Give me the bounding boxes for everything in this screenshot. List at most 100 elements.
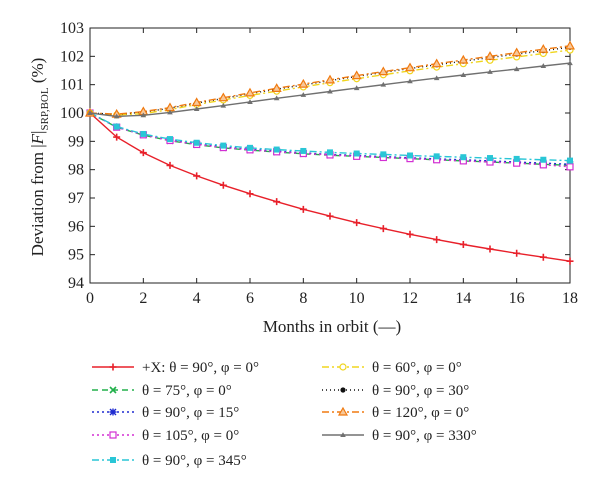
x-axis-title: Months in orbit (—) bbox=[263, 317, 401, 336]
data-point bbox=[433, 75, 440, 81]
data-point bbox=[324, 74, 336, 84]
y-axis-title-bar-right: | bbox=[28, 131, 47, 134]
x-tick-label: 2 bbox=[139, 290, 147, 307]
series-5 bbox=[87, 110, 573, 164]
y-tick-label: 95 bbox=[68, 247, 84, 264]
x-axis: 0 2 4 6 8 10 12 14 16 18 bbox=[86, 28, 578, 307]
y-axis-title-prefix: Deviation from bbox=[28, 148, 47, 257]
data-point bbox=[300, 147, 307, 154]
legend-label: θ = 120°, φ = 0° bbox=[372, 405, 469, 421]
legend-swatch-marker bbox=[339, 363, 347, 371]
legend-swatch-marker bbox=[109, 386, 117, 394]
legend-label: θ = 90°, φ = 30° bbox=[372, 383, 469, 399]
data-point bbox=[459, 240, 467, 248]
data-point bbox=[564, 40, 576, 50]
legend-label: +X: θ = 90°, φ = 0° bbox=[142, 360, 259, 376]
data-point bbox=[538, 44, 549, 53]
data-point bbox=[193, 139, 200, 146]
y-axis-title: Deviation from |F|SRP,BOL (%) bbox=[28, 58, 51, 257]
data-point bbox=[566, 257, 574, 265]
data-point bbox=[486, 245, 494, 253]
data-point bbox=[247, 99, 253, 104]
x-tick-label: 16 bbox=[509, 290, 525, 307]
data-point bbox=[540, 156, 547, 163]
data-point bbox=[166, 161, 174, 169]
data-point bbox=[220, 142, 227, 149]
x-tick-label: 12 bbox=[402, 290, 418, 307]
data-point bbox=[433, 236, 441, 244]
series-2 bbox=[86, 109, 574, 169]
y-axis: 94 95 96 97 98 99 100 101 102 103 bbox=[60, 20, 570, 292]
legend-swatch-marker bbox=[337, 406, 349, 416]
y-axis-title-subscript: SRP,BOL bbox=[39, 87, 51, 130]
data-point bbox=[404, 62, 416, 72]
legend-item: +X: θ = 90°, φ = 0° bbox=[92, 360, 259, 376]
legend-item: θ = 60°, φ = 0° bbox=[322, 360, 462, 376]
data-point bbox=[353, 85, 360, 91]
y-axis-title-suffix: (%) bbox=[28, 58, 47, 88]
data-point bbox=[140, 130, 147, 137]
data-point bbox=[191, 97, 202, 107]
y-tick-label: 103 bbox=[60, 20, 84, 37]
y-tick-label: 100 bbox=[60, 105, 84, 122]
y-axis-title-symbol: F bbox=[28, 133, 47, 145]
series-9 bbox=[87, 60, 573, 119]
data-point bbox=[273, 198, 281, 206]
series-line bbox=[89, 112, 571, 262]
data-point bbox=[567, 157, 573, 164]
x-tick-label: 4 bbox=[193, 290, 201, 307]
legend-item: θ = 75°, φ = 0° bbox=[92, 383, 232, 399]
series-8 bbox=[84, 40, 576, 118]
data-point bbox=[351, 70, 362, 80]
legend-label: θ = 90°, φ = 330° bbox=[372, 428, 477, 444]
data-point bbox=[460, 72, 467, 78]
data-point bbox=[299, 205, 307, 213]
plot-area: 0 2 4 6 8 10 12 14 16 18 94 95 96 97 98 99 100 101 102 103 bbox=[60, 20, 578, 307]
y-tick-label: 99 bbox=[68, 133, 84, 150]
legend-swatch-marker bbox=[340, 387, 346, 393]
data-point bbox=[220, 102, 227, 108]
data-point bbox=[378, 66, 389, 76]
data-point bbox=[431, 58, 442, 68]
data-point bbox=[513, 66, 520, 72]
data-point bbox=[167, 109, 173, 115]
data-point bbox=[244, 87, 256, 97]
data-point bbox=[487, 69, 493, 74]
legend-item: θ = 90°, φ = 30° bbox=[322, 383, 469, 399]
data-point bbox=[540, 63, 547, 68]
data-point bbox=[247, 144, 253, 151]
series-layer bbox=[84, 40, 576, 265]
legend-item: θ = 90°, φ = 330° bbox=[322, 428, 477, 444]
data-point bbox=[353, 150, 360, 157]
data-point bbox=[484, 51, 496, 60]
legend-swatch-marker bbox=[109, 363, 117, 371]
plot-frame bbox=[89, 27, 571, 284]
data-point bbox=[566, 163, 574, 171]
data-point bbox=[513, 155, 520, 162]
data-point bbox=[167, 136, 173, 143]
legend: +X: θ = 90°, φ = 0° θ = 75°, φ = 0° θ = 90… bbox=[92, 360, 477, 469]
data-point bbox=[539, 253, 547, 261]
data-point bbox=[460, 154, 467, 161]
legend-label: θ = 90°, φ = 345° bbox=[142, 453, 247, 469]
data-point bbox=[218, 92, 229, 102]
data-point bbox=[298, 78, 309, 88]
x-tick-label: 6 bbox=[246, 290, 254, 307]
data-point bbox=[113, 133, 121, 141]
legend-swatch-marker bbox=[109, 431, 117, 439]
data-point bbox=[327, 149, 333, 156]
data-point bbox=[273, 95, 280, 101]
data-point bbox=[513, 249, 521, 257]
data-point bbox=[487, 155, 493, 162]
series-line bbox=[89, 112, 571, 168]
data-point bbox=[327, 88, 333, 94]
legend-label: θ = 90°, φ = 15° bbox=[142, 405, 239, 421]
legend-swatch-marker bbox=[110, 457, 116, 463]
data-point bbox=[407, 78, 413, 84]
data-point bbox=[271, 83, 282, 92]
x-tick-label: 8 bbox=[299, 290, 307, 307]
legend-swatch-marker bbox=[340, 432, 346, 437]
data-point bbox=[380, 81, 387, 87]
data-point bbox=[300, 92, 307, 97]
